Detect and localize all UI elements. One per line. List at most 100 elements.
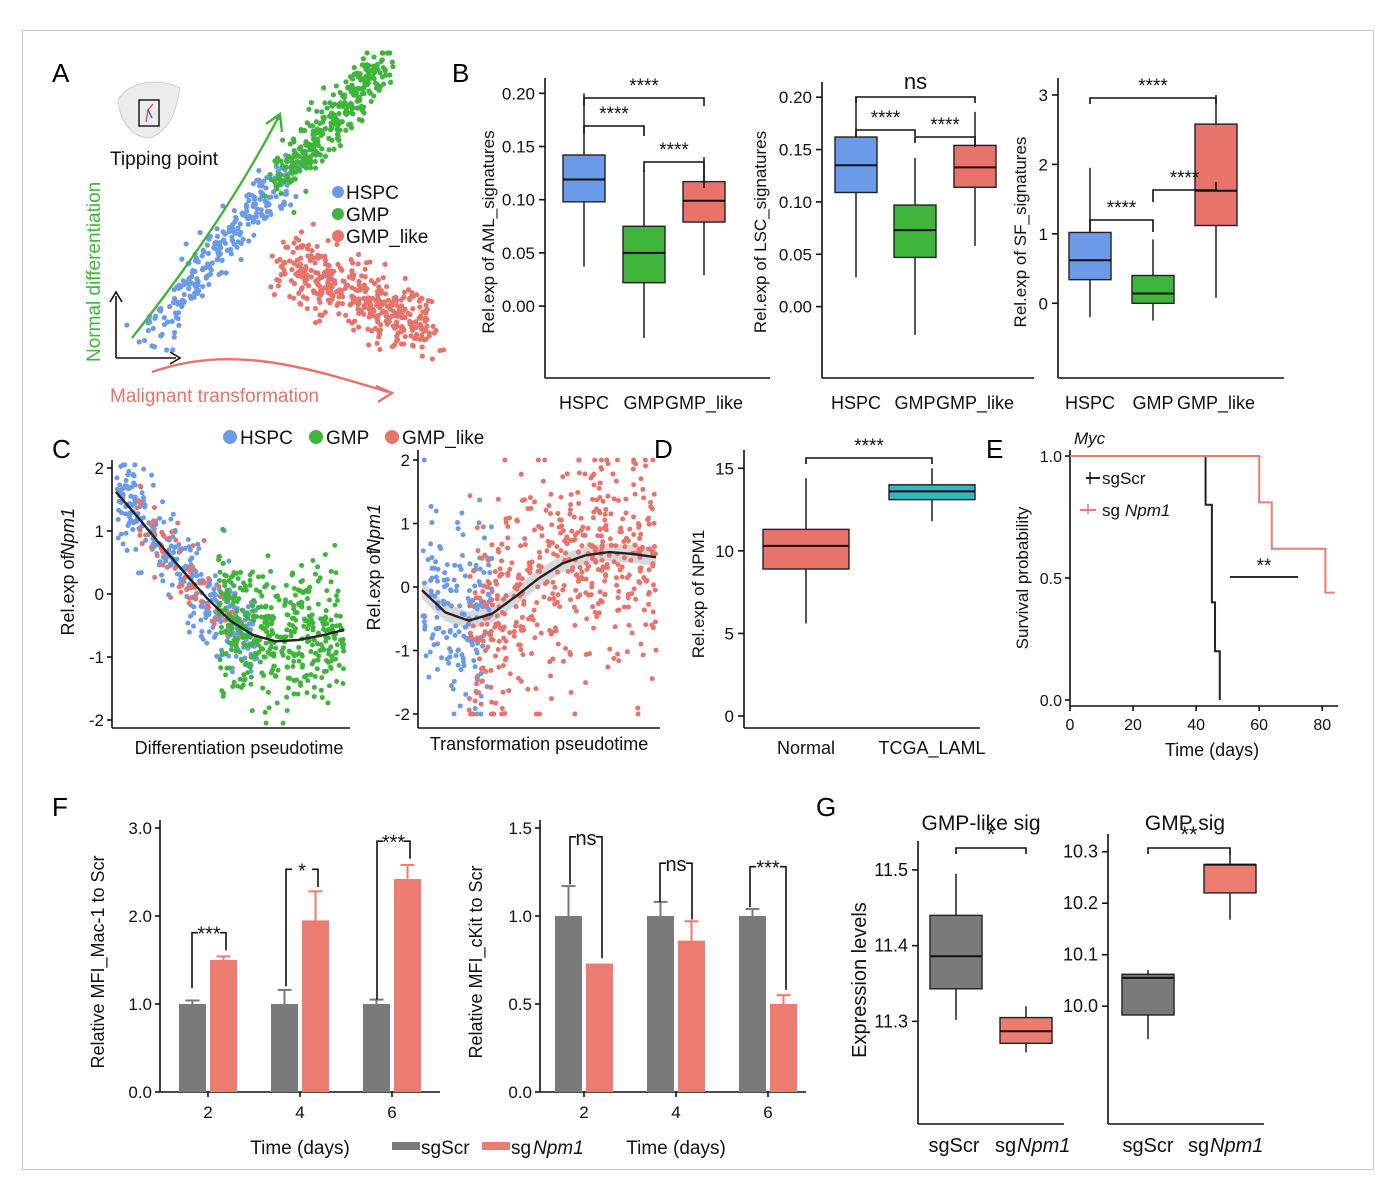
scatter-c2-gmplike	[518, 543, 524, 549]
scatter-c2-gmplike	[568, 597, 574, 603]
scatter-point-gmp	[351, 65, 357, 71]
scatter-c1-gmp	[247, 664, 253, 670]
scatter-c2-gmplike	[649, 622, 655, 628]
scatter-c2-hspc	[467, 561, 473, 567]
scatter-point-gmp_like	[314, 243, 320, 250]
scatter-c2-gmplike	[592, 457, 598, 463]
scatter-c2-gmplike	[548, 696, 554, 702]
scatter-c2-gmplike	[552, 625, 558, 631]
scatter-point-gmp_like	[287, 293, 293, 300]
scatter-c1-gmplike	[137, 532, 143, 538]
scatter-c2-gmplike	[576, 457, 582, 463]
scatter-c2-hspc	[436, 625, 442, 631]
scatter-point-gmp	[360, 56, 366, 62]
scatter-point-hspc	[206, 281, 212, 288]
scatter-c2-gmplike	[557, 604, 563, 610]
scatter-point-gmp_like	[304, 305, 310, 312]
scatter-point-gmp	[295, 168, 301, 174]
sig-g1-0-bracket	[955, 847, 1027, 854]
scatter-c2-gmplike	[631, 514, 637, 520]
scatter-c2-gmplike	[500, 689, 506, 695]
sig-b2-2-label: ****	[930, 115, 960, 136]
scatter-c1-hspc	[115, 517, 121, 523]
scatter-c1-gmp	[302, 674, 308, 680]
scatter-c2-hspc	[451, 678, 457, 684]
scatter-c2-hspc	[457, 703, 463, 709]
scatter-c2-hspc	[420, 613, 426, 619]
scatter-c1-hspc	[120, 541, 126, 547]
scatter-c1-gmplike	[206, 576, 212, 582]
scatter-c2-gmplike	[546, 503, 552, 509]
legend-label-0: HSPC	[346, 183, 399, 204]
scatter-c2-gmplike	[583, 576, 589, 582]
scatter-point-hspc	[261, 178, 267, 184]
scatter-c2-gmplike	[507, 671, 513, 677]
scatter-c2-gmplike	[552, 584, 558, 590]
scatter-point-gmp_like	[310, 288, 317, 294]
scatter-point-gmp_like	[280, 239, 286, 245]
scatter-point-gmp_like	[277, 256, 283, 263]
scatter-point-gmp_like	[414, 331, 420, 338]
sig-f1-1-left	[285, 868, 292, 987]
scatter-point-hspc	[192, 268, 198, 274]
scatter-c1-hspc	[160, 578, 166, 584]
scatter-point-gmp	[312, 158, 318, 165]
scatter-c2-gmplike	[569, 528, 575, 534]
scatter-c2-gmplike	[467, 630, 473, 636]
scatter-c2-gmplike	[603, 572, 609, 578]
scatter-point-gmp_like	[396, 305, 402, 312]
scatter-c1-gmp	[291, 691, 297, 697]
scatter-point-gmp	[381, 81, 387, 87]
scatter-c2-hspc	[422, 580, 428, 586]
scatter-point-hspc	[183, 241, 189, 247]
scatter-point-hspc	[254, 206, 260, 212]
scatter-point-gmp_like	[375, 319, 381, 325]
scatter-c1-hspc	[193, 571, 199, 577]
scatter-point-gmp	[307, 123, 313, 129]
scatter-point-gmp_like	[359, 273, 365, 279]
scatter-point-gmp	[359, 117, 365, 124]
scatter-c1-gmp	[257, 659, 263, 665]
scatter-c1-gmp	[237, 676, 243, 682]
scatter-c2-gmplike	[555, 641, 561, 647]
scatter-c2-hspc	[474, 711, 480, 717]
scatter-c2-hspc	[435, 589, 441, 595]
scatter-point-gmp	[348, 110, 354, 116]
scatter-c2-gmplike	[555, 511, 561, 517]
scatter-point-gmp_like	[424, 323, 430, 329]
scatter-c1-gmp	[312, 673, 318, 679]
scatter-point-gmp_like	[368, 278, 375, 284]
scatter-point-gmp	[298, 128, 304, 134]
scatter-c1-hspc	[198, 572, 204, 578]
scatter-c1-gmplike	[149, 544, 155, 550]
scatter-c1-gmp	[311, 684, 317, 690]
scatter-c1-gmp	[318, 642, 324, 648]
scatter-point-gmp	[337, 143, 343, 149]
scatter-c2-hspc	[452, 562, 458, 568]
scatter-c1-gmplike	[173, 537, 179, 543]
scatter-point-gmp_like	[372, 325, 379, 331]
scatter-c1-hspc	[174, 571, 180, 577]
legend-c-label-0: HSPC	[240, 428, 293, 449]
panel-label-b: B	[452, 58, 469, 88]
scatter-point-gmp_like	[324, 272, 331, 278]
scatter-point-gmp	[361, 91, 367, 97]
x-tick-label-B1-2: GMP_like	[665, 393, 743, 414]
scatter-point-gmp_like	[291, 260, 297, 266]
scatter-c1-gmp	[298, 682, 304, 688]
scatter-c1-gmp	[237, 649, 243, 655]
scatter-c2-gmplike	[544, 548, 550, 554]
scatter-point-hspc	[209, 260, 215, 266]
scatter-c2-gmplike	[569, 567, 575, 573]
scatter-point-gmp	[294, 152, 300, 159]
scatter-c2-gmplike	[597, 526, 603, 532]
scatter-c1-gmp	[247, 577, 253, 583]
scatter-c2-gmplike	[548, 491, 554, 497]
scatter-c1-gmp	[340, 644, 346, 650]
scatter-point-gmp_like	[414, 292, 420, 298]
scatter-point-gmp_like	[399, 327, 405, 333]
scatter-c2-gmplike	[643, 622, 649, 628]
y-tick-label-B3-3: 3	[1039, 86, 1048, 105]
scatter-c1-gmp	[230, 600, 236, 606]
scatter-point-gmp_like	[426, 330, 432, 336]
